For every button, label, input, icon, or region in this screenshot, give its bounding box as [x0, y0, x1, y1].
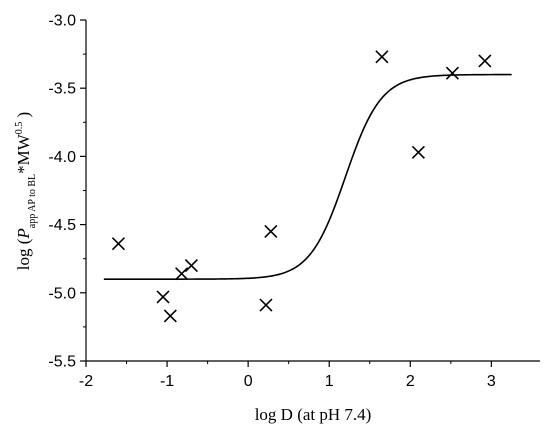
- y-tick-label: -4.5: [48, 217, 76, 234]
- x-tick-label: 1: [325, 373, 334, 390]
- data-point-x-marker: [259, 298, 273, 312]
- y-tick-label: -4.0: [48, 149, 76, 166]
- y-tick-label: -5.5: [48, 354, 76, 371]
- data-point-x-marker: [163, 309, 177, 323]
- data-point-x-marker: [156, 290, 170, 304]
- y-axis-label-suffix: ): [14, 112, 33, 122]
- fit-curve-group: [103, 73, 512, 280]
- y-tick-label: -3.5: [48, 81, 76, 98]
- plot-area: [85, 20, 540, 362]
- x-tick-label: 2: [406, 373, 415, 390]
- y-axis-label: log (Papp AP to BL*MW0.5 ): [14, 112, 38, 270]
- y-axis-label-superscript: 0.5: [14, 122, 25, 135]
- x-tick-label: 3: [487, 373, 496, 390]
- y-axis-label-mid: *MW: [14, 133, 33, 174]
- y-axis-label-subscript: app AP to BL: [27, 174, 38, 228]
- x-tick-label: 0: [244, 373, 253, 390]
- data-point-x-marker: [375, 50, 389, 64]
- data-point-x-marker: [175, 267, 189, 281]
- x-tick-label: -2: [79, 373, 93, 390]
- y-axis-label-symbol: P: [14, 228, 33, 239]
- fit-curve: [103, 73, 512, 280]
- data-point-x-marker: [411, 145, 425, 159]
- data-point-x-marker: [184, 258, 198, 273]
- data-point-x-marker: [111, 237, 125, 251]
- data-point-x-marker: [478, 54, 492, 68]
- y-tick-label: -5.0: [48, 285, 76, 302]
- data-points: [111, 50, 492, 323]
- axis-ticks: -2 -1 0 1 2 3 -3.0 -3.5 -4.0 -4.5 -5.0 -5.5: [48, 13, 495, 391]
- y-tick-label: -3.0: [48, 13, 76, 30]
- y-axis-label-prefix: log (: [14, 238, 33, 270]
- x-axis-label: log D (at pH 7.4): [255, 405, 372, 424]
- data-point-x-marker: [264, 224, 278, 238]
- x-tick-label: -1: [160, 373, 174, 390]
- data-point-x-marker: [445, 66, 460, 80]
